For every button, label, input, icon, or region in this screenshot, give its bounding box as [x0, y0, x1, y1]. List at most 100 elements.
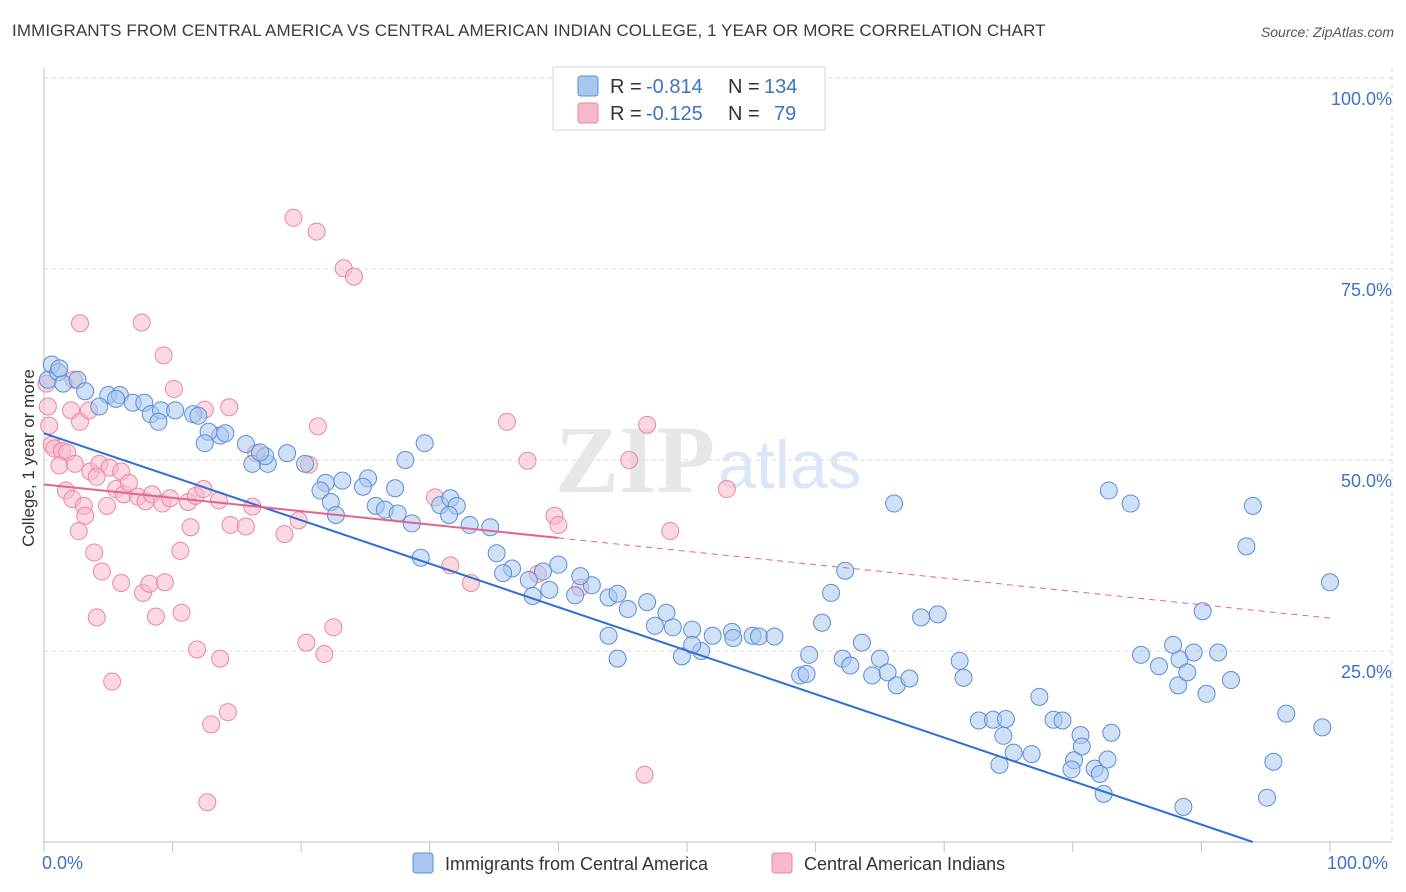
point-indians	[717, 480, 736, 499]
point-indians	[518, 451, 537, 470]
point-immigrants	[1184, 643, 1203, 662]
point-immigrants	[1131, 645, 1150, 664]
point-indians	[132, 313, 151, 332]
point-indians	[236, 517, 255, 536]
point-indians	[87, 608, 106, 627]
point-immigrants	[1257, 788, 1276, 807]
point-immigrants	[76, 382, 95, 401]
point-indians	[87, 467, 106, 486]
point-immigrants	[800, 645, 819, 664]
point-immigrants	[900, 669, 919, 688]
point-indians	[172, 603, 191, 622]
point-immigrants	[703, 626, 722, 645]
point-indians	[497, 412, 516, 431]
point-immigrants	[852, 633, 871, 652]
point-immigrants	[912, 608, 931, 627]
point-immigrants	[90, 397, 109, 416]
point-indians	[220, 398, 239, 417]
bottom-legend-swatch-blue	[412, 852, 434, 874]
point-immigrants	[672, 647, 691, 666]
point-indians	[103, 672, 122, 691]
point-indians	[344, 267, 363, 286]
point-immigrants	[1313, 718, 1332, 737]
point-indians	[92, 562, 111, 581]
point-indians	[661, 522, 680, 541]
point-immigrants	[333, 471, 352, 490]
point-immigrants	[1178, 663, 1197, 682]
point-immigrants	[797, 664, 816, 683]
point-immigrants	[1237, 537, 1256, 556]
watermark-atlas: atlas	[718, 427, 862, 503]
point-indians	[50, 456, 69, 475]
point-immigrants	[724, 629, 743, 648]
bottom-legend-label-blue: Immigrants from Central America	[445, 854, 709, 874]
point-immigrants	[870, 649, 889, 668]
point-indians	[119, 473, 138, 492]
point-indians	[154, 346, 173, 365]
point-immigrants	[311, 481, 330, 500]
point-indians	[40, 416, 59, 435]
point-immigrants	[1072, 737, 1091, 756]
legend-r-value-2: -0.125	[646, 103, 703, 125]
point-immigrants	[645, 616, 664, 635]
point-immigrants	[836, 561, 855, 580]
point-immigrants	[396, 451, 415, 469]
point-immigrants	[107, 389, 126, 408]
point-immigrants	[440, 506, 459, 525]
trend-lines	[43, 432, 1331, 843]
point-immigrants	[750, 627, 769, 646]
point-immigrants	[1264, 752, 1283, 771]
point-immigrants	[1090, 765, 1109, 784]
point-immigrants	[1169, 676, 1188, 695]
point-immigrants	[618, 599, 637, 618]
point-immigrants	[608, 649, 627, 668]
point-immigrants	[251, 443, 270, 462]
point-immigrants	[533, 562, 552, 581]
legend-n-value-2: 79	[774, 103, 796, 125]
legend-box: R = -0.814 N = 134 R = -0.125 N = 79	[552, 66, 826, 131]
point-indians	[188, 640, 207, 659]
legend-swatch-pink	[577, 102, 599, 124]
legend-n-value-1: 134	[764, 76, 797, 98]
point-immigrants	[1197, 684, 1216, 703]
point-immigrants	[388, 504, 407, 523]
point-immigrants	[765, 627, 784, 646]
point-immigrants	[1277, 704, 1296, 723]
point-immigrants	[1022, 745, 1041, 764]
point-immigrants	[1164, 635, 1183, 654]
point-indians	[620, 451, 639, 469]
point-immigrants	[50, 359, 69, 378]
trend-line-immigrants	[43, 432, 1254, 843]
point-indians	[146, 607, 165, 626]
point-indians	[76, 506, 95, 525]
legend-r-value-1: -0.814	[646, 76, 703, 98]
legend-n-label-1: N =	[728, 76, 760, 98]
point-immigrants	[863, 666, 882, 685]
trend-line-indians	[43, 483, 559, 539]
point-immigrants	[353, 477, 372, 496]
point-immigrants	[608, 584, 627, 603]
point-indians	[164, 379, 183, 398]
point-immigrants	[1099, 481, 1118, 500]
point-immigrants	[1221, 671, 1240, 690]
point-immigrants	[599, 626, 618, 645]
point-immigrants	[487, 544, 506, 563]
legend-swatch-blue	[577, 75, 599, 97]
point-immigrants	[950, 651, 969, 670]
point-indians	[638, 415, 657, 434]
y-axis-title: College, 1 year or more	[19, 369, 38, 547]
point-indians	[297, 633, 316, 652]
point-indians	[98, 496, 117, 515]
point-immigrants	[1243, 496, 1262, 515]
point-indians	[38, 397, 57, 416]
point-indians	[549, 515, 568, 534]
point-indians	[275, 525, 294, 544]
x-tick-label-min: 0.0%	[42, 853, 83, 873]
point-immigrants	[1321, 573, 1339, 592]
legend-r-label-1: R =	[610, 76, 642, 98]
chart-title: IMMIGRANTS FROM CENTRAL AMERICA VS CENTR…	[12, 21, 1046, 40]
point-immigrants	[415, 434, 434, 453]
y-tick-label: 50.0%	[1341, 471, 1392, 491]
point-immigrants	[996, 709, 1015, 728]
point-indians	[308, 417, 327, 436]
